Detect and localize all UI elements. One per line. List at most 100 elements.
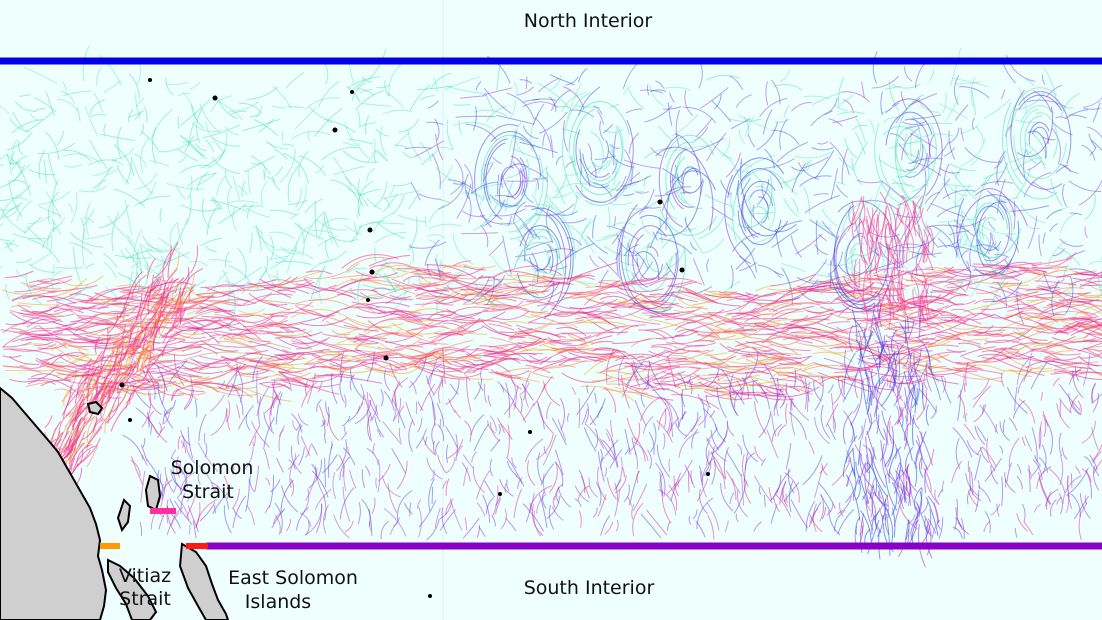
trajectory-streak [9, 150, 16, 175]
trajectory-streak [82, 305, 139, 315]
trajectory-streak [942, 189, 976, 199]
trajectory-streak [475, 470, 491, 500]
trajectory-streak [292, 378, 340, 395]
trajectory-streak [254, 465, 260, 492]
trajectory-streak [868, 118, 875, 135]
trajectory-streak [439, 502, 453, 520]
trajectory-streak [881, 341, 930, 356]
trajectory-streak [983, 98, 1011, 120]
trajectory-streak [432, 374, 445, 397]
trajectory-streak [707, 514, 715, 540]
trajectory-streak [368, 393, 379, 416]
trajectory-streak [10, 304, 32, 308]
trajectory-streak [624, 361, 670, 371]
trajectory-streak [770, 339, 800, 346]
trajectory-streak [773, 397, 782, 416]
trajectory-streak [756, 356, 786, 365]
eddy-ring-arc [1020, 105, 1055, 123]
trajectory-streak [646, 84, 650, 96]
trajectory-streak [348, 138, 373, 145]
trajectory-streak [169, 221, 178, 246]
trajectory-streak [982, 300, 1006, 303]
trajectory-streak [867, 384, 887, 412]
trajectory-streak [662, 432, 666, 450]
trajectory-streak [350, 368, 365, 401]
trajectory-streak [887, 243, 923, 250]
trajectory-streak [777, 424, 787, 437]
trajectory-streak [871, 288, 899, 293]
trajectory-streak [866, 216, 873, 240]
trajectory-streak [104, 404, 117, 434]
trajectory-streak [93, 313, 134, 324]
trajectory-streak [972, 329, 1003, 336]
trajectory-streak [639, 396, 662, 422]
trajectory-streak [374, 262, 388, 277]
trajectory-streak [872, 51, 878, 84]
trajectory-streak [677, 298, 705, 308]
trajectory-streak [117, 351, 128, 364]
trajectory-streak [771, 228, 799, 248]
trajectory-streak [703, 446, 715, 477]
trajectory-streak [915, 440, 923, 470]
trajectory-streak [1056, 403, 1071, 429]
trajectory-streak [850, 294, 870, 300]
trajectory-streak [549, 74, 575, 86]
trajectory-streak [886, 415, 892, 446]
trajectory-streak [933, 501, 939, 524]
eddy-ring-arc [674, 156, 687, 204]
trajectory-streak [486, 276, 495, 306]
trajectory-streak [825, 403, 839, 428]
trajectory-streak [979, 446, 990, 464]
trajectory-streak [435, 167, 457, 183]
trajectory-streak [107, 215, 129, 239]
trajectory-streak [479, 345, 529, 362]
trajectory-streak [187, 173, 217, 187]
trajectory-streak [901, 120, 927, 126]
trajectory-streak [318, 405, 326, 426]
trajectory-streak [1062, 164, 1079, 175]
trajectory-streak [610, 419, 614, 438]
trajectory-streak [709, 140, 733, 160]
trajectory-streak [85, 202, 91, 236]
trajectory-streak [882, 212, 891, 235]
trajectory-streak [474, 379, 483, 400]
trajectory-streak [309, 258, 333, 272]
trajectory-streak [27, 238, 61, 264]
trajectory-streak [1054, 289, 1102, 302]
trajectory-streak [454, 409, 462, 419]
trajectory-streak [528, 167, 549, 183]
trajectory-streak [480, 365, 484, 381]
trajectory-streak [399, 352, 455, 364]
trajectory-streak [771, 423, 783, 442]
trajectory-streak [761, 362, 801, 373]
trajectory-streak [771, 308, 799, 317]
trajectory-streak [618, 488, 621, 503]
eddy-ring-arc [908, 149, 919, 164]
trajectory-streak [598, 437, 615, 461]
trajectory-streak [240, 366, 295, 378]
trajectory-streak [960, 127, 964, 142]
trajectory-streak [182, 91, 197, 120]
trajectory-streak [887, 351, 897, 372]
trajectory-streak [464, 173, 470, 200]
trajectory-streak [117, 126, 122, 159]
eddy-ring-arc [489, 158, 530, 208]
trajectory-streak [999, 445, 1003, 454]
trajectory-streak [1070, 473, 1073, 488]
trajectory-streak [179, 134, 207, 160]
trajectory-streak [688, 515, 692, 525]
trajectory-streak [705, 450, 710, 466]
trajectory-streak [479, 214, 512, 225]
trajectory-streak [198, 305, 221, 312]
trajectory-streak [75, 287, 93, 296]
eddy-ring-arc [632, 234, 649, 288]
trajectory-streak [839, 502, 844, 517]
trajectory-streak [330, 179, 360, 203]
trajectory-streak [290, 413, 303, 433]
trajectory-streak [729, 75, 744, 91]
trajectory-streak [513, 201, 526, 222]
trajectory-streak [640, 292, 680, 306]
trajectory-streak [659, 374, 697, 383]
trajectory-streak [307, 311, 359, 328]
